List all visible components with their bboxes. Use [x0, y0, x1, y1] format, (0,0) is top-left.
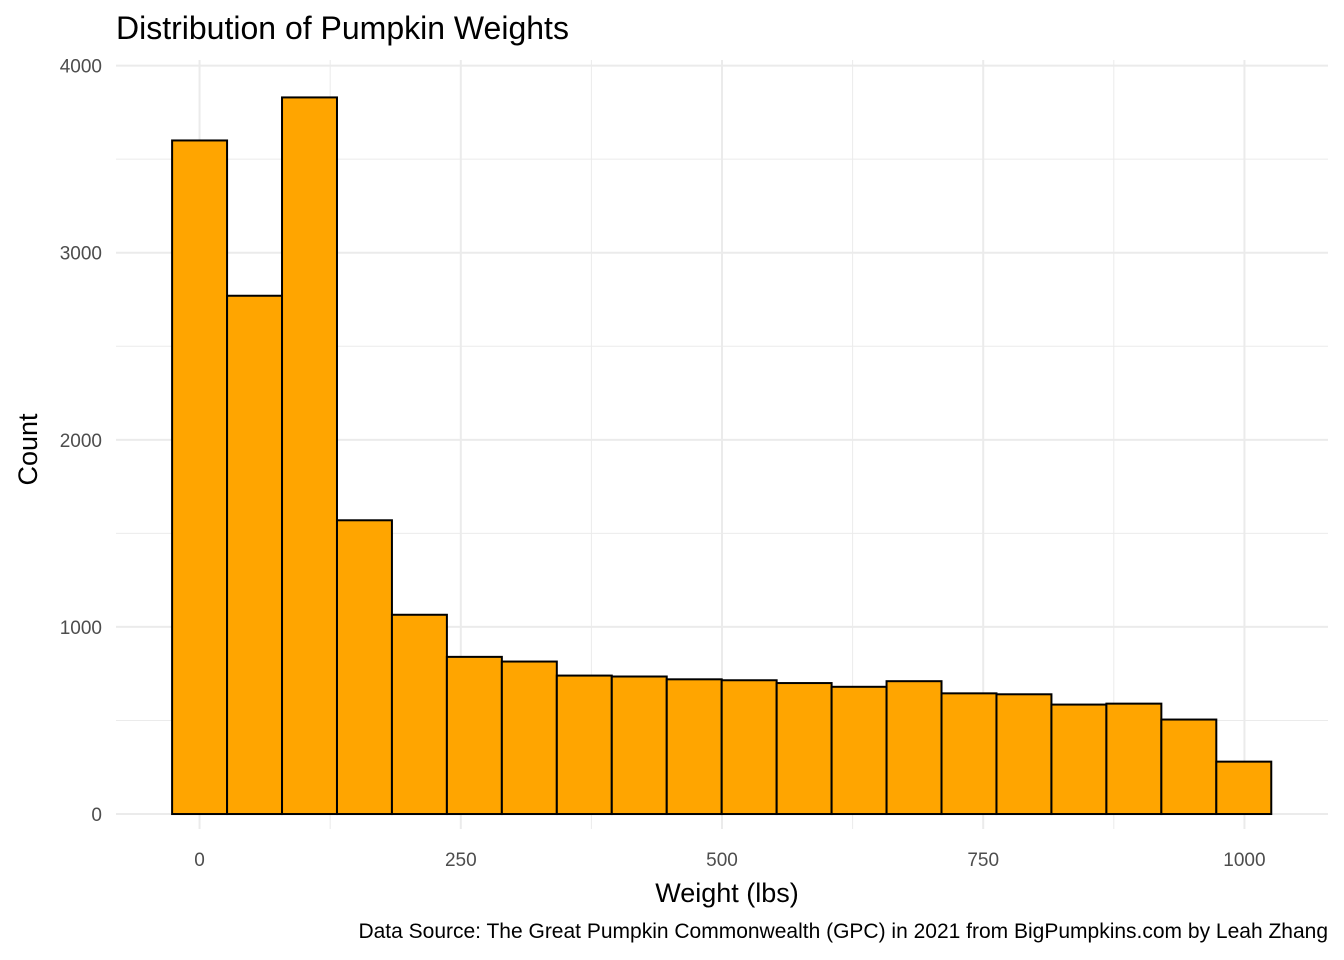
y-tick-label: 2000 [60, 431, 102, 452]
histogram-bars [171, 96, 1273, 816]
x-axis-tick-labels: 0 250 500 750 1000 [194, 850, 1265, 871]
histogram-bar [445, 655, 503, 816]
histogram-bar [555, 674, 613, 816]
x-tick-label: 1000 [1223, 850, 1265, 871]
histogram-bar [720, 679, 778, 816]
y-tick-label: 3000 [60, 244, 102, 265]
x-tick-label: 500 [706, 850, 738, 871]
histogram-bar [830, 685, 888, 816]
histogram-bar [995, 693, 1053, 816]
y-tick-label: 4000 [60, 57, 102, 78]
histogram-bar [281, 96, 338, 816]
y-axis-tick-labels: 0 1000 2000 3000 4000 [60, 57, 102, 826]
chart-title: Distribution of Pumpkin Weights [116, 10, 569, 46]
histogram-bar [1160, 718, 1218, 816]
histogram-bar [335, 519, 393, 816]
histogram-bar [665, 678, 723, 816]
histogram-bar [885, 680, 943, 816]
histogram-bar [1105, 702, 1163, 816]
histogram-bar [940, 692, 998, 816]
histogram-bar [226, 294, 284, 816]
histogram-bar [1050, 703, 1108, 816]
histogram-bar [1215, 760, 1273, 816]
x-tick-label: 0 [194, 850, 205, 871]
x-tick-label: 250 [445, 850, 477, 871]
x-axis-title: Weight (lbs) [655, 878, 799, 908]
histogram-bar [171, 139, 229, 816]
chart-caption: Data Source: The Great Pumpkin Commonwea… [358, 920, 1328, 943]
y-tick-label: 1000 [60, 618, 102, 639]
histogram-bar [610, 675, 668, 816]
histogram-bar [775, 682, 833, 816]
y-axis-title: Count [13, 413, 43, 486]
y-tick-label: 0 [91, 805, 102, 826]
x-tick-label: 750 [967, 850, 999, 871]
histogram-bar [500, 660, 558, 816]
histogram-bar [390, 613, 448, 816]
